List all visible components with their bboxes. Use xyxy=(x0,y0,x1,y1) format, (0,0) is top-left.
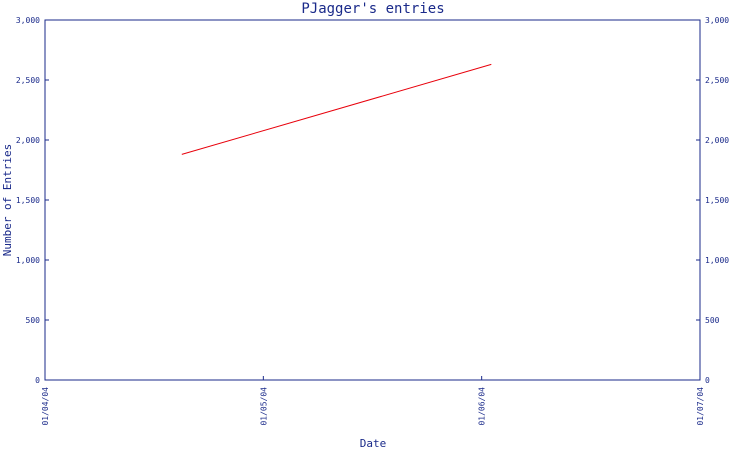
y-tick-label-right: 2,000 xyxy=(705,136,729,145)
y-tick-label-right: 0 xyxy=(705,376,710,385)
y-tick-label-right: 1,500 xyxy=(705,196,729,205)
y-tick-label-right: 3,000 xyxy=(705,16,729,25)
y-tick-label-right: 2,500 xyxy=(705,76,729,85)
x-tick-label: 01/05/04 xyxy=(259,387,268,426)
x-axis: 01/04/04 01/05/04 01/06/04 01/07/04 xyxy=(41,376,705,426)
x-axis-label: Date xyxy=(360,437,387,450)
y-tick-label-left: 500 xyxy=(26,316,41,325)
chart-title: PJagger's entries xyxy=(301,1,444,17)
x-tick-label: 01/07/04 xyxy=(696,387,705,426)
y-tick-label-left: 2,500 xyxy=(16,76,40,85)
y-axis-label: Number of Entries xyxy=(1,144,14,257)
y-tick-label-right: 500 xyxy=(705,316,720,325)
x-tick-label: 01/06/04 xyxy=(478,387,487,426)
y-tick-label-left: 1,500 xyxy=(16,196,40,205)
y-axis-right: 0 500 1,000 1,500 2,000 2,500 3,000 xyxy=(696,16,729,385)
y-axis-left: 0 500 1,000 1,500 2,000 2,500 3,000 xyxy=(16,16,49,385)
series-group xyxy=(181,63,492,155)
y-tick-label-left: 2,000 xyxy=(16,136,40,145)
y-tick-label-left: 1,000 xyxy=(16,256,40,265)
series-line xyxy=(181,63,492,155)
plot-frame xyxy=(44,19,701,381)
y-tick-label-right: 1,000 xyxy=(705,256,729,265)
y-tick-label-left: 0 xyxy=(35,376,40,385)
y-tick-label-left: 3,000 xyxy=(16,16,40,25)
x-tick-label: 01/04/04 xyxy=(41,387,50,426)
